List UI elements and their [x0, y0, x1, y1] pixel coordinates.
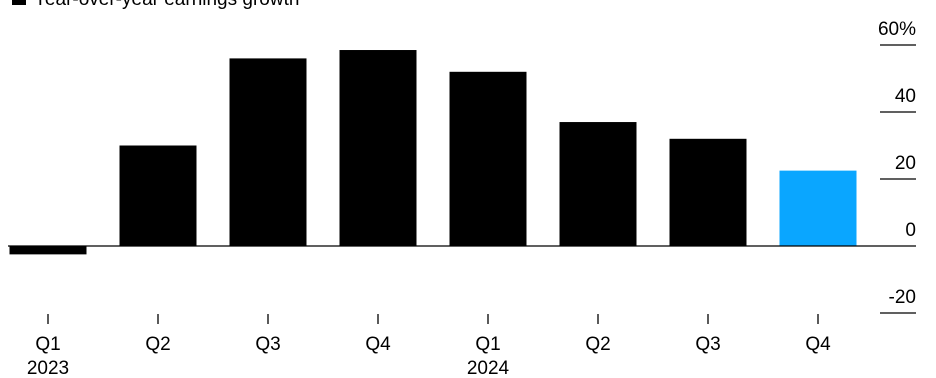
- x-year-label: 2023: [27, 358, 69, 378]
- x-axis: Q1 Q2 Q3 Q4 Q1 Q2 Q3 Q4 2023 2024: [27, 314, 831, 378]
- legend-swatch: [12, 0, 26, 5]
- y-axis: 60% 40 20 0 -20: [878, 19, 916, 314]
- bar: [449, 71, 527, 246]
- x-tick-label: Q2: [585, 334, 610, 355]
- x-tick-label: Q1: [475, 334, 500, 355]
- y-tick-label: 0: [905, 220, 916, 241]
- bars: [9, 50, 857, 255]
- bar: [229, 58, 307, 247]
- x-tick-label: Q1: [35, 334, 60, 355]
- y-tick-label: 20: [895, 153, 916, 174]
- legend-label: Year-over-year earnings growth: [34, 0, 299, 10]
- y-tick-label: 40: [895, 86, 916, 107]
- bar: [339, 50, 417, 247]
- y-tick-label: -20: [889, 287, 916, 308]
- x-year-label: 2024: [467, 358, 510, 378]
- bar: [669, 138, 747, 246]
- bar: [119, 145, 197, 246]
- bar: [559, 122, 637, 246]
- legend: Year-over-year earnings growth: [12, 0, 299, 10]
- x-tick-label: Q4: [365, 334, 391, 355]
- bar: [9, 246, 87, 255]
- x-tick-label: Q4: [805, 334, 831, 355]
- x-tick-label: Q3: [695, 334, 720, 355]
- bar: [779, 170, 857, 246]
- x-tick-label: Q2: [145, 334, 170, 355]
- x-tick-label: Q3: [255, 334, 280, 355]
- y-tick-label: 60%: [878, 19, 916, 40]
